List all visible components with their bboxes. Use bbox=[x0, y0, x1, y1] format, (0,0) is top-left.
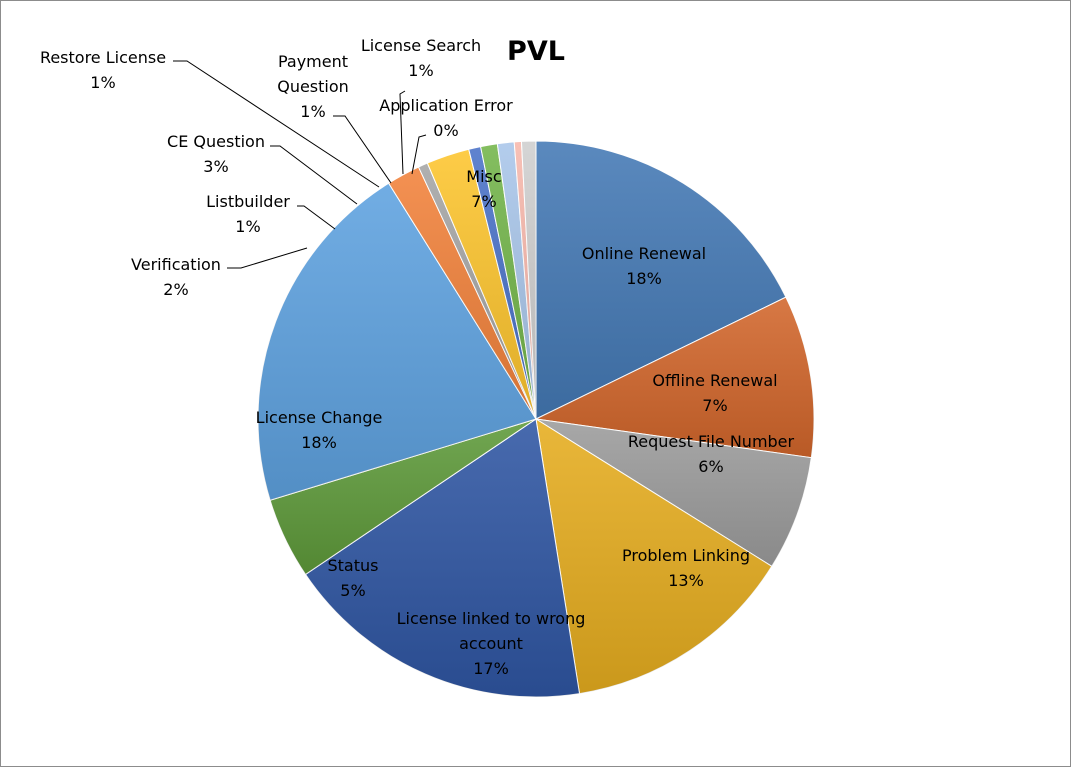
slice-label-license-linked-to-wrong-account-line-1: License linked to wrong bbox=[397, 609, 586, 628]
slice-percent-offline-renewal: 7% bbox=[702, 396, 727, 415]
slice-label-license-linked-to-wrong-account-line-2: account bbox=[459, 634, 523, 653]
pie-slice-shade-listbuilder bbox=[418, 163, 536, 419]
leader-line-verification bbox=[227, 247, 308, 269]
slice-label-payment-question-line-2: Question bbox=[277, 77, 349, 96]
slice-label-online-renewal: Online Renewal bbox=[582, 244, 706, 263]
slice-label-license-change: License Change bbox=[256, 408, 383, 427]
leader-line-payment-question bbox=[333, 115, 392, 184]
slice-percent-license-search: 1% bbox=[408, 61, 433, 80]
pie-slice-shade-license-linked-to-wrong-account bbox=[305, 419, 580, 697]
leader-line-license-search bbox=[399, 90, 406, 175]
slice-percent-application-error: 0% bbox=[433, 121, 458, 140]
pie-slice-shade-problem-linking bbox=[536, 419, 772, 694]
pie-slice-shade-offline-renewal bbox=[536, 297, 814, 458]
slice-label-ce-question: CE Question bbox=[167, 132, 265, 151]
leader-line-ce-question bbox=[270, 145, 358, 205]
pie-slice-shade-ce-question bbox=[427, 149, 536, 419]
slice-percent-online-renewal: 18% bbox=[626, 269, 662, 288]
slice-label-status: Status bbox=[328, 556, 379, 575]
pie-slice-shade-request-file-number bbox=[536, 419, 812, 567]
slice-label-verification: Verification bbox=[131, 255, 221, 274]
slice-percent-verification: 2% bbox=[163, 280, 188, 299]
pie-slice-shade-verification bbox=[388, 167, 536, 419]
slice-label-misc: Misc bbox=[466, 167, 501, 186]
slice-label-offline-renewal: Offline Renewal bbox=[652, 371, 777, 390]
slice-label-request-file-number: Request File Number bbox=[628, 432, 795, 451]
slice-label-payment-question-line-1: Payment bbox=[278, 52, 348, 71]
leader-line-listbuilder bbox=[297, 205, 336, 230]
slice-percent-license-change: 18% bbox=[301, 433, 337, 452]
pie-slice-shade-license-change bbox=[258, 183, 536, 501]
slice-percent-restore-license: 1% bbox=[90, 73, 115, 92]
slice-percent-request-file-number: 6% bbox=[698, 457, 723, 476]
slice-percent-misc: 7% bbox=[471, 192, 496, 211]
pie-slice-shade-online-renewal bbox=[536, 141, 786, 419]
slice-label-license-search: License Search bbox=[361, 36, 481, 55]
slice-label-application-error: Application Error bbox=[379, 96, 513, 115]
slice-percent-listbuilder: 1% bbox=[235, 217, 260, 236]
slice-percent-license-linked-to-wrong-account: 17% bbox=[473, 659, 509, 678]
pie-slice-shade-status bbox=[270, 419, 536, 575]
pie-slice-shade-license-search bbox=[497, 141, 536, 419]
pie-slice-shade-application-error bbox=[514, 141, 536, 420]
pie-slice-shade-misc bbox=[521, 141, 536, 419]
slice-label-listbuilder: Listbuilder bbox=[206, 192, 290, 211]
leader-line-application-error bbox=[411, 134, 427, 175]
slice-percent-status: 5% bbox=[340, 581, 365, 600]
leader-line-restore-license bbox=[173, 60, 380, 188]
slice-label-problem-linking: Problem Linking bbox=[622, 546, 750, 565]
pie-slice-shade-payment-question bbox=[480, 143, 536, 419]
pie-slice-shade-restore-license bbox=[468, 146, 536, 419]
slice-percent-payment-question: 1% bbox=[300, 102, 325, 121]
slice-percent-ce-question: 3% bbox=[203, 157, 228, 176]
chart-title: PVL bbox=[507, 36, 565, 67]
slice-label-restore-license: Restore License bbox=[40, 48, 166, 67]
slice-percent-problem-linking: 13% bbox=[668, 571, 704, 590]
